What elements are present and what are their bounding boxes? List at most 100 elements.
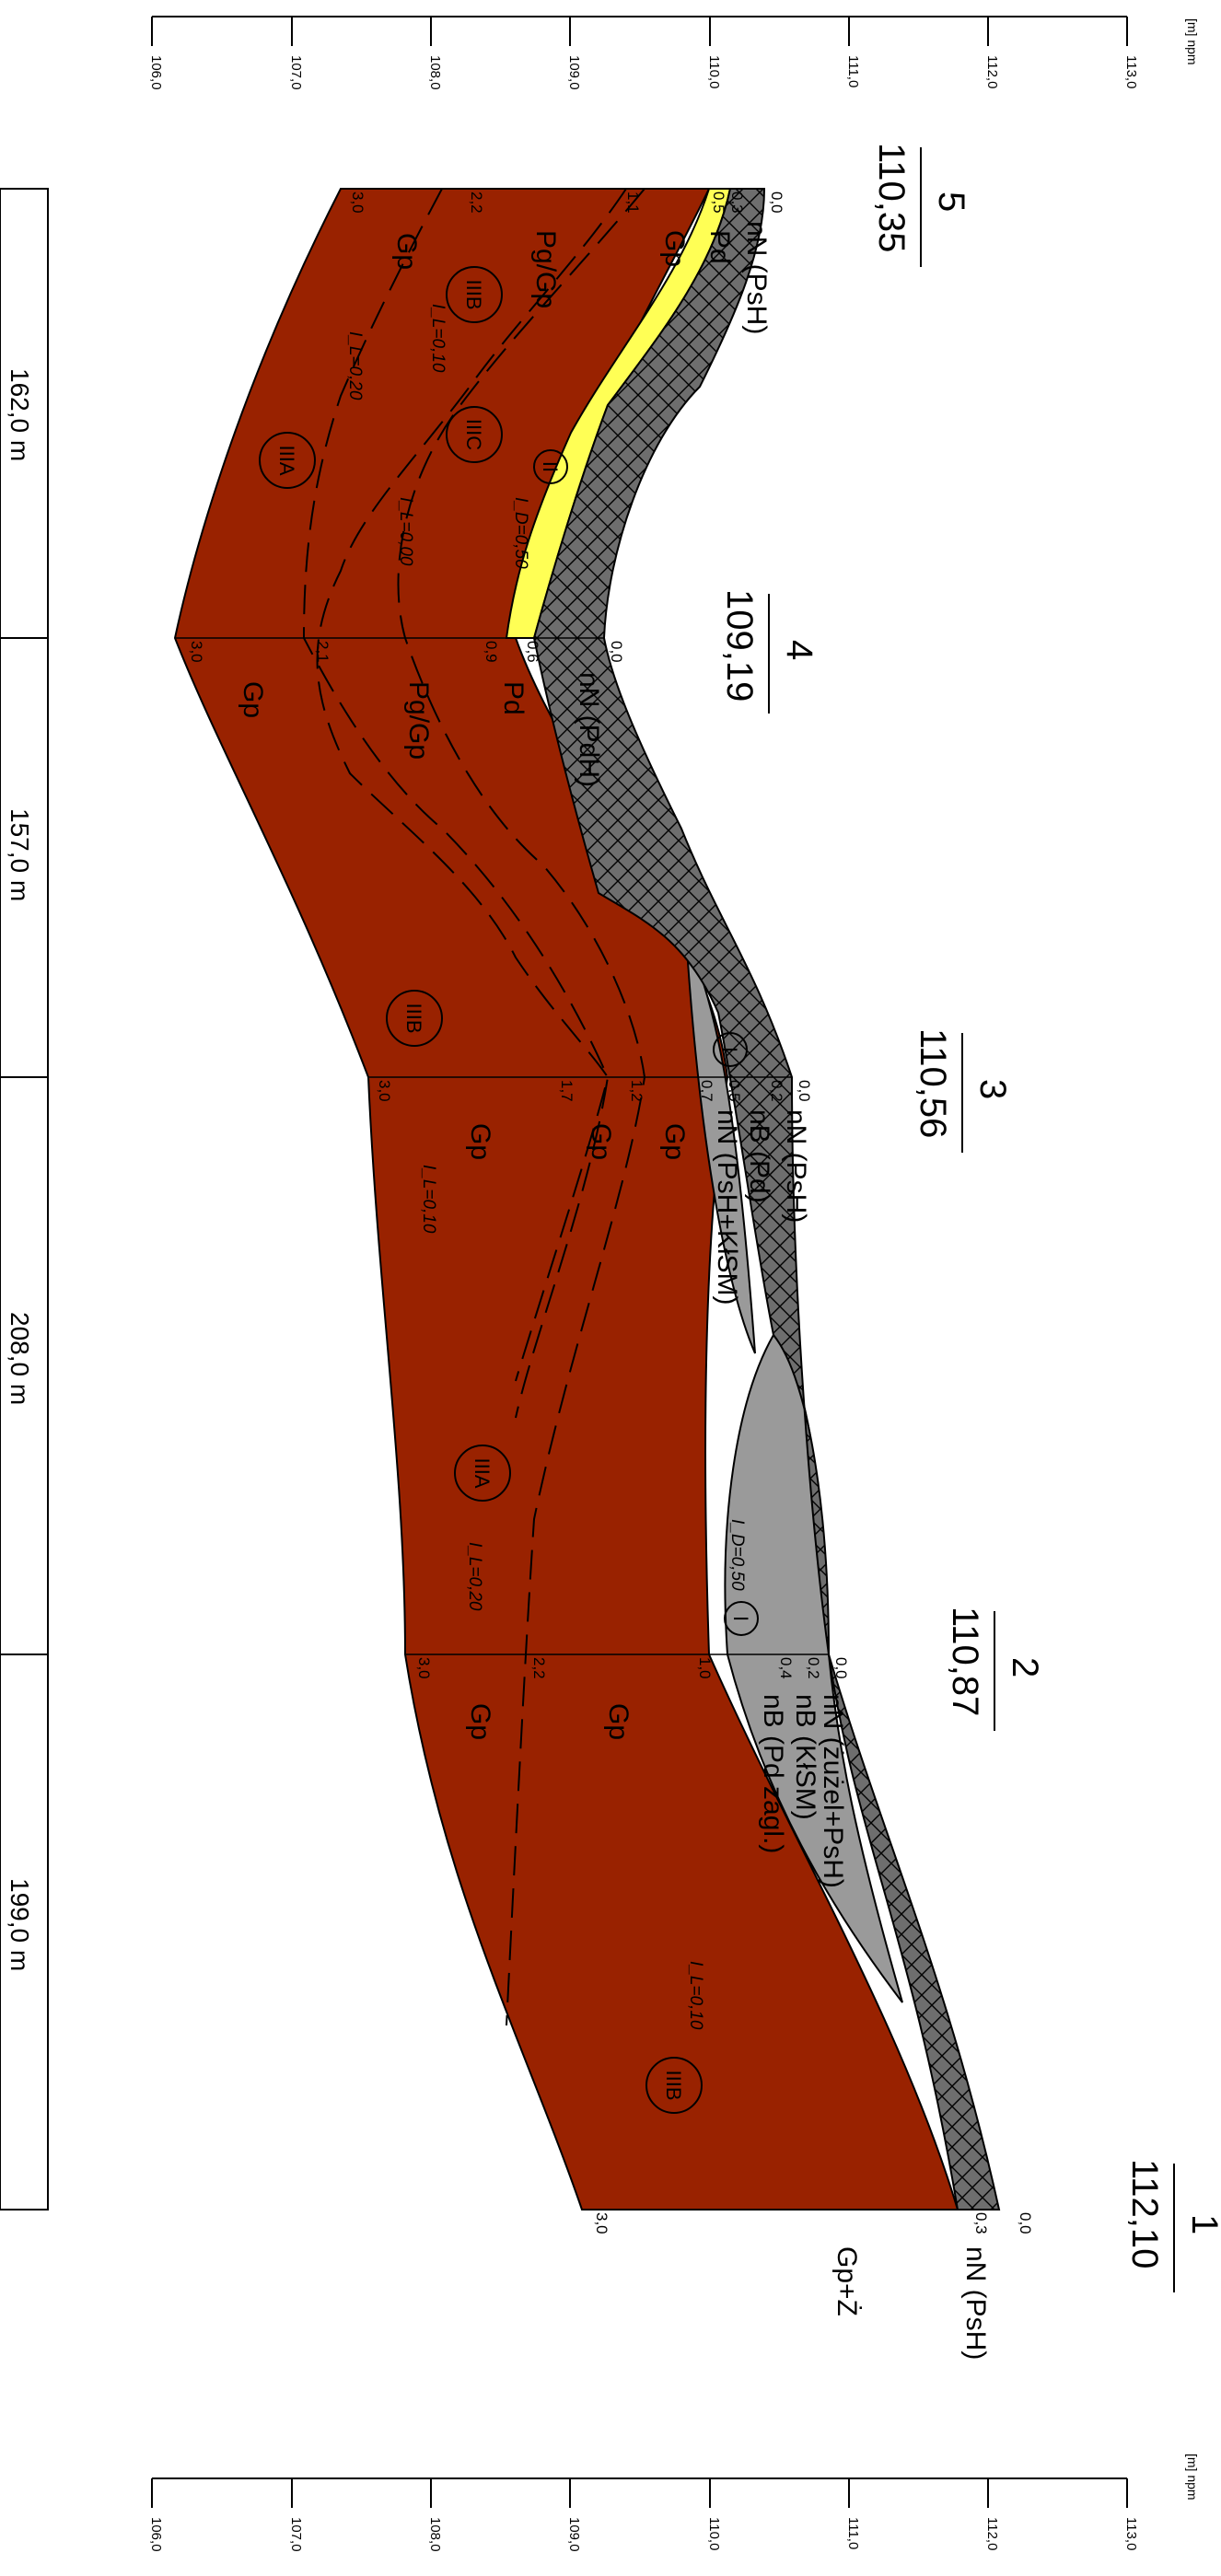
depth-label: 2,2: [468, 191, 485, 214]
depth-label: 0,5: [726, 1080, 743, 1102]
soil-label: Gp: [603, 1703, 634, 1740]
class-circle-labels: IIIB IIIC IIIA II IIIB I IIIA I IIIB: [275, 279, 752, 2100]
scale-tick-label: 112,0: [984, 2517, 1000, 2550]
dashed-boundaries: [302, 188, 646, 2026]
index-label: I_D=0,50: [511, 497, 530, 569]
depth-label: 0,7: [698, 1080, 715, 1102]
index-label: I_L=0,00: [396, 497, 415, 566]
index-label: I_L=0,10: [686, 1961, 705, 2030]
soil-label: Gp: [659, 1123, 690, 1160]
layer-name: nN (PsH): [960, 2246, 991, 2360]
depth-label: 0,0: [796, 1080, 813, 1102]
index-label: I_L=0,20: [345, 331, 365, 400]
depth-label: 3,0: [415, 1657, 433, 1679]
layer-name: nN (PsH): [741, 221, 772, 334]
distance-bar: 162,0 m 157,0 m 208,0 m 199,0 m: [0, 188, 49, 2210]
scale-tick-label: 109,0: [566, 55, 582, 90]
distance-label: 208,0 m: [6, 1312, 34, 1405]
depth-label: 0,0: [608, 641, 625, 663]
borehole-number: 4: [779, 640, 820, 660]
scale-tick-label: 107,0: [288, 55, 304, 90]
depth-label: 0,2: [768, 1080, 785, 1102]
depth-label: 3,0: [376, 1080, 393, 1102]
scale-unit: [m] npm: [1185, 2454, 1200, 2501]
scale-tick-label: 113,0: [1123, 55, 1139, 88]
distance-label: 157,0 m: [6, 808, 34, 901]
elevation-scale-bottom: 106,0 107,0 108,0 109,0 110,0 111,0 112,…: [148, 2454, 1200, 2552]
class-circles: [259, 266, 759, 2114]
class-label: I: [718, 1047, 741, 1052]
soil-label: Gp: [238, 681, 268, 718]
borehole-headers: 5 110,35 4 109,19 3 110,56 2 110,87 1 11…: [719, 143, 1221, 2292]
soil-label: Pg/Gp: [403, 681, 434, 760]
soil-label: Gp: [586, 1123, 616, 1160]
borehole-elevation: 109,19: [719, 589, 760, 702]
layer-name: nN (żużel+PsH): [818, 1694, 848, 1888]
depth-label: 0,6: [524, 641, 541, 663]
borehole-lines: [175, 188, 999, 2210]
index-label: I_L=0,10: [428, 304, 448, 373]
class-label: I: [729, 1616, 752, 1621]
depth-label: 2,2: [530, 1657, 548, 1679]
depth-label: 0,2: [805, 1657, 822, 1679]
distance-label: 162,0 m: [6, 368, 34, 461]
class-label: IIIA: [275, 445, 298, 475]
depth-label: 2,1: [314, 641, 331, 663]
index-label: I_L=0,20: [465, 1542, 484, 1611]
scale-tick-label: 108,0: [427, 55, 443, 90]
soil-label: Pg/Gp: [530, 230, 561, 308]
depth-labels: 0,0 0,3 0,5 1,1 2,2 3,0 0,0 0,6 0,9 2,1 …: [188, 191, 1034, 2234]
scale-tick-label: 109,0: [566, 2517, 582, 2552]
class-label: IIIC: [462, 419, 485, 450]
depth-label: 3,0: [188, 641, 205, 663]
depth-label: 0,0: [832, 1657, 850, 1679]
class-label: IIIB: [462, 279, 485, 309]
scale-tick-label: 108,0: [427, 2517, 443, 2552]
depth-label: 1,7: [558, 1080, 576, 1102]
class-label: IIIB: [662, 2070, 685, 2100]
depth-label: 0,3: [728, 191, 746, 214]
depth-label: 0,3: [972, 2212, 990, 2234]
depth-label: 0,0: [768, 191, 785, 214]
depth-label: 0,5: [710, 191, 727, 214]
scale-tick-label: 113,0: [1123, 2517, 1139, 2550]
depth-label: 3,0: [349, 191, 366, 214]
borehole-number: 3: [972, 1079, 1013, 1099]
scale-tick-label: 112,0: [984, 55, 1000, 88]
soil-labels: Gp Pg/Gp Gp Pg/Gp Gp Gp Gp Gp Gp Gp: [238, 230, 690, 1740]
depth-label: 0,4: [777, 1657, 795, 1679]
fill-lens: [685, 934, 756, 1354]
scale-tick-label: 106,0: [148, 55, 164, 90]
layer-name: nB (KłSM): [790, 1694, 820, 1820]
class-label: IIIB: [402, 1003, 425, 1033]
depth-label: 3,0: [593, 2212, 610, 2234]
borehole-elevation: 110,35: [871, 143, 912, 252]
depth-label: 1,0: [696, 1657, 714, 1679]
distance-label: 199,0 m: [6, 1878, 34, 1971]
scale-tick-label: 106,0: [148, 2517, 164, 2552]
borehole-elevation: 110,87: [945, 1607, 985, 1716]
soil-label: Gp: [465, 1123, 495, 1160]
class-label: IIIA: [471, 1457, 494, 1488]
scale-tick-label: 107,0: [288, 2517, 304, 2552]
index-labels: I_L=0,10 I_L=0,20 I_L=0,00 I_D=0,50 I_L=…: [345, 304, 747, 2030]
class-label: II: [539, 461, 562, 472]
borehole-number: 2: [1005, 1657, 1045, 1677]
scale-tick-label: 111,0: [845, 2517, 861, 2549]
depth-label: 1,2: [628, 1080, 645, 1102]
layer-name: nB (Pd zagl.): [758, 1694, 788, 1853]
layer-name: nB (Pd): [744, 1109, 774, 1203]
depth-label: 1,1: [624, 191, 642, 214]
fill-layer-hatched: [532, 188, 1001, 2210]
depth-label: 0,0: [1017, 2212, 1034, 2234]
index-label: I_D=0,50: [727, 1519, 747, 1591]
layer-name: nN (PdH): [574, 672, 604, 787]
elevation-scale-top: 106,0 107,0 108,0 109,0 110,0 111,0 112,…: [148, 16, 1200, 90]
layer-names: nN (PsH) Pd nN (PdH) Pd nN (PsH) nB (Pd)…: [498, 221, 991, 2360]
layer-name: nN (PsH): [781, 1109, 811, 1223]
soil-label: Gp: [465, 1703, 495, 1740]
borehole-number: 1: [1184, 2214, 1221, 2234]
scale-tick-label: 111,0: [845, 55, 861, 87]
